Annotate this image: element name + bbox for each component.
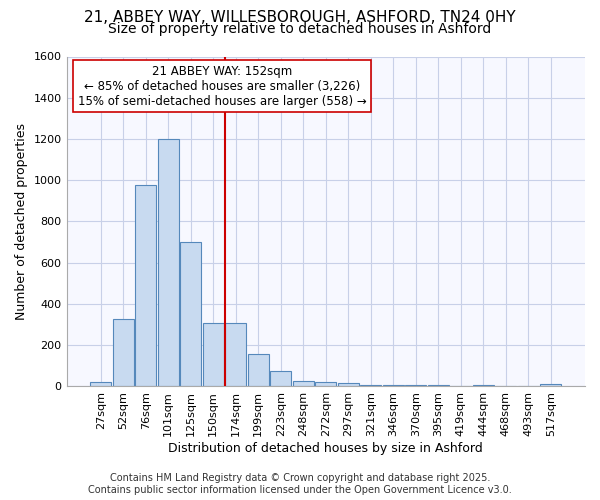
Bar [248, 354, 269, 386]
Bar [180, 242, 202, 386]
Bar [90, 382, 112, 386]
Text: 21 ABBEY WAY: 152sqm
← 85% of detached houses are smaller (3,226)
15% of semi-de: 21 ABBEY WAY: 152sqm ← 85% of detached h… [78, 64, 367, 108]
Text: Contains HM Land Registry data © Crown copyright and database right 2025.
Contai: Contains HM Land Registry data © Crown c… [88, 474, 512, 495]
Bar [338, 384, 359, 386]
Bar [270, 371, 292, 386]
Bar [135, 186, 157, 386]
Bar [113, 320, 134, 386]
Bar [158, 139, 179, 386]
Text: Size of property relative to detached houses in Ashford: Size of property relative to detached ho… [109, 22, 491, 36]
Bar [203, 322, 224, 386]
Bar [315, 382, 337, 386]
X-axis label: Distribution of detached houses by size in Ashford: Distribution of detached houses by size … [169, 442, 483, 455]
Y-axis label: Number of detached properties: Number of detached properties [15, 123, 28, 320]
Bar [540, 384, 562, 386]
Text: 21, ABBEY WAY, WILLESBOROUGH, ASHFORD, TN24 0HY: 21, ABBEY WAY, WILLESBOROUGH, ASHFORD, T… [84, 10, 516, 25]
Bar [225, 322, 247, 386]
Bar [293, 382, 314, 386]
